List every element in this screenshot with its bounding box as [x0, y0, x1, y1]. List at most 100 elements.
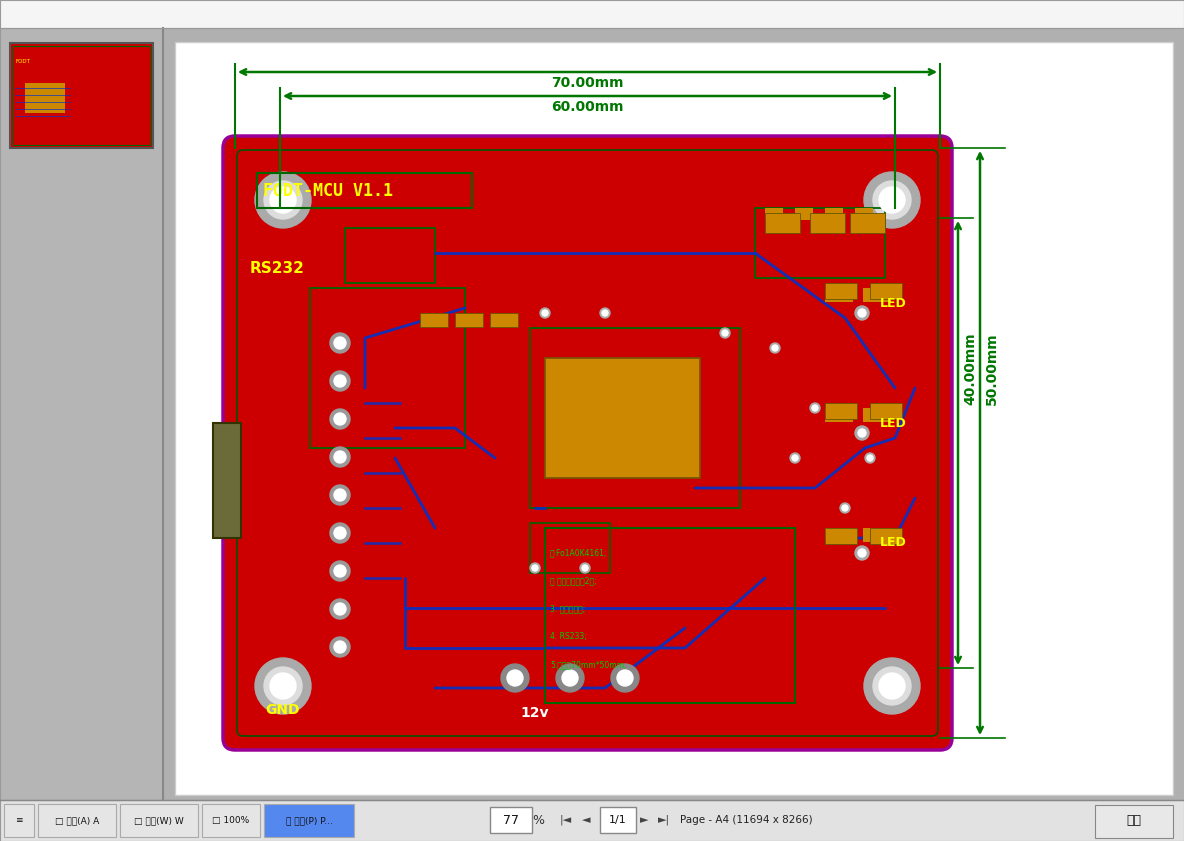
Circle shape: [330, 333, 350, 353]
Bar: [794, 208, 813, 220]
Circle shape: [330, 637, 350, 657]
Bar: [38, 804, 116, 837]
Bar: [870, 403, 902, 419]
Text: 77: 77: [503, 813, 519, 827]
Text: |◄: |◄: [560, 815, 572, 825]
Circle shape: [334, 527, 346, 539]
Circle shape: [601, 310, 609, 316]
Bar: [13, 46, 150, 145]
Bar: [600, 807, 636, 833]
Text: LED: LED: [880, 416, 907, 430]
Circle shape: [255, 658, 311, 714]
Bar: [825, 403, 857, 419]
Circle shape: [873, 181, 910, 219]
Bar: [855, 208, 873, 220]
Text: □ 宽度(W) W: □ 宽度(W) W: [134, 816, 184, 825]
Circle shape: [864, 172, 920, 228]
Circle shape: [879, 187, 905, 213]
Circle shape: [792, 455, 798, 461]
Text: 12v: 12v: [520, 706, 548, 720]
Text: 50.00mm: 50.00mm: [985, 333, 999, 405]
FancyBboxPatch shape: [223, 136, 952, 750]
Circle shape: [617, 670, 633, 686]
Bar: [765, 208, 783, 220]
Bar: [310, 288, 465, 448]
Text: 1/1: 1/1: [609, 815, 626, 825]
Bar: [25, 83, 65, 113]
Circle shape: [600, 308, 610, 318]
Circle shape: [720, 328, 731, 338]
Text: FODT-MCU V1.1: FODT-MCU V1.1: [263, 182, 393, 199]
Circle shape: [540, 308, 551, 318]
Circle shape: [264, 181, 302, 219]
Circle shape: [501, 664, 529, 692]
Bar: [264, 804, 354, 837]
Circle shape: [583, 565, 588, 571]
Circle shape: [334, 641, 346, 653]
Circle shape: [611, 664, 639, 692]
Circle shape: [866, 453, 875, 463]
Bar: [1095, 805, 1173, 838]
Circle shape: [722, 330, 728, 336]
Text: GND: GND: [265, 703, 301, 717]
Bar: [825, 288, 852, 302]
Circle shape: [772, 345, 778, 351]
Bar: [825, 283, 857, 299]
Text: %: %: [532, 813, 543, 827]
Bar: [490, 807, 532, 833]
Text: 🖨 打印(P) P...: 🖨 打印(P) P...: [285, 816, 333, 825]
Bar: [120, 804, 198, 837]
Circle shape: [580, 563, 590, 573]
Text: Preview Composite Drawing of [FODT-MCU V1.1.PcbDoc]: Preview Composite Drawing of [FODT-MCU V…: [8, 8, 342, 20]
Circle shape: [330, 485, 350, 505]
Text: 迷·Fo1A0K4161;: 迷·Fo1A0K4161;: [551, 548, 607, 558]
Bar: [4, 804, 34, 837]
Bar: [0, 28, 163, 800]
Circle shape: [255, 172, 311, 228]
Text: FODT: FODT: [15, 59, 30, 64]
Circle shape: [542, 310, 548, 316]
Bar: [870, 283, 902, 299]
Text: 关闭: 关闭: [1126, 814, 1141, 828]
Text: 口 采采未采接线2按;: 口 采采未采接线2按;: [551, 576, 597, 585]
Circle shape: [334, 603, 346, 615]
Text: 60.00mm: 60.00mm: [552, 100, 624, 114]
Bar: [545, 528, 794, 703]
Circle shape: [855, 546, 869, 560]
Bar: [420, 313, 448, 327]
Bar: [863, 528, 892, 542]
Circle shape: [334, 413, 346, 425]
Circle shape: [839, 503, 850, 513]
Text: ►: ►: [639, 815, 649, 825]
Bar: [825, 208, 843, 220]
Circle shape: [790, 453, 800, 463]
Bar: [870, 528, 902, 544]
Bar: [455, 313, 483, 327]
Bar: [765, 213, 800, 233]
Text: □ 100%: □ 100%: [212, 816, 250, 825]
Bar: [257, 173, 472, 208]
Bar: [545, 528, 794, 703]
Circle shape: [858, 549, 866, 557]
Bar: [755, 208, 884, 278]
Circle shape: [842, 505, 848, 511]
Bar: [545, 358, 700, 478]
Text: ≡: ≡: [15, 816, 22, 825]
Circle shape: [770, 343, 780, 353]
Circle shape: [532, 565, 538, 571]
Text: X: X: [1167, 7, 1177, 21]
Bar: [345, 228, 435, 283]
Circle shape: [330, 561, 350, 581]
Circle shape: [879, 673, 905, 699]
Circle shape: [334, 451, 346, 463]
Bar: [825, 408, 852, 422]
Bar: [530, 328, 740, 508]
Circle shape: [334, 565, 346, 577]
Bar: [530, 523, 610, 573]
Circle shape: [334, 375, 346, 387]
Circle shape: [864, 658, 920, 714]
Circle shape: [507, 670, 523, 686]
Circle shape: [810, 403, 821, 413]
Circle shape: [858, 309, 866, 317]
Circle shape: [562, 670, 578, 686]
